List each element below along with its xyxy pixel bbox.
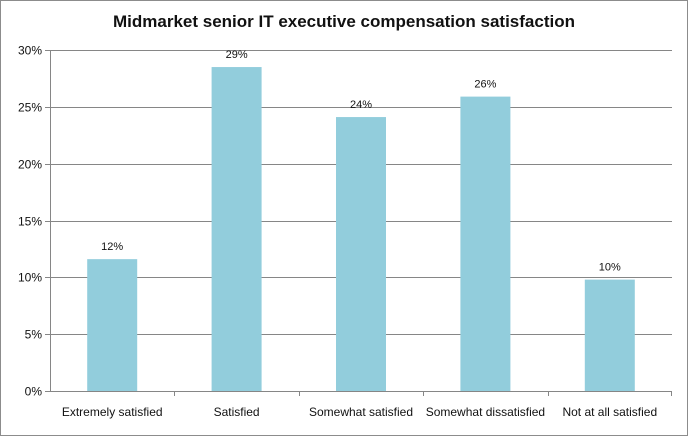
data-label: 29% bbox=[226, 49, 248, 61]
data-label: 12% bbox=[101, 241, 123, 253]
data-label: 26% bbox=[474, 79, 496, 91]
bar bbox=[211, 67, 262, 392]
y-tick-label: 10% bbox=[18, 271, 42, 285]
bar bbox=[584, 279, 635, 391]
x-tick-label: Not at all satisfied bbox=[562, 405, 657, 419]
x-tick-label: Extremely satisfied bbox=[62, 405, 163, 419]
y-tick-label: 0% bbox=[25, 385, 43, 399]
y-tick-label: 30% bbox=[18, 44, 42, 58]
chart-title: Midmarket senior IT executive compensati… bbox=[113, 12, 575, 31]
x-tick-label: Somewhat satisfied bbox=[309, 405, 413, 419]
x-tick-label: Somewhat dissatisfied bbox=[426, 405, 545, 419]
y-tick-label: 25% bbox=[18, 101, 42, 115]
bar bbox=[87, 259, 138, 391]
y-tick-label: 20% bbox=[18, 158, 42, 172]
data-label: 10% bbox=[599, 262, 621, 274]
bar bbox=[460, 96, 511, 391]
x-tick-label: Satisfied bbox=[214, 405, 260, 419]
data-label: 24% bbox=[350, 99, 372, 111]
bar bbox=[336, 117, 386, 392]
y-tick-label: 5% bbox=[25, 328, 43, 342]
y-tick-label: 15% bbox=[18, 215, 42, 229]
